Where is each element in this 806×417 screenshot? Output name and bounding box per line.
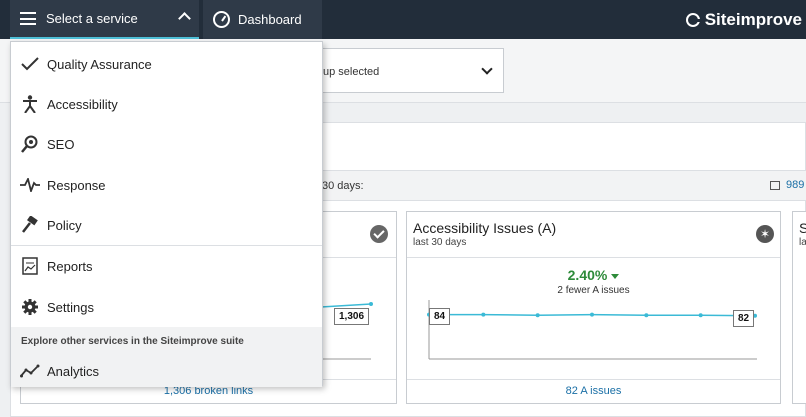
menu-item-policy[interactable]: Policy xyxy=(11,205,322,245)
end-value-label: 82 xyxy=(733,310,755,327)
broken-links-value-label: 1,306 xyxy=(334,308,370,325)
triangle-down-icon xyxy=(611,273,620,279)
checkmark-circle-icon xyxy=(370,225,388,243)
menu-item-label: Quality Assurance xyxy=(47,56,152,72)
summary-count-value: 989 xyxy=(786,179,805,191)
chart-point xyxy=(369,302,373,306)
menu-item-label: Analytics xyxy=(47,363,100,379)
card-subtitle: last 30 days xyxy=(413,237,467,248)
menu-item-label: Settings xyxy=(47,299,94,315)
chart-point xyxy=(644,313,649,318)
chart-series-line xyxy=(320,303,372,308)
third-card-title: S xyxy=(799,220,806,236)
service-menu: Quality Assurance Accessibility SEO Resp… xyxy=(10,41,323,387)
accessibility-icon: ✶ xyxy=(756,225,774,243)
menu-item-analytics[interactable]: Analytics xyxy=(11,351,322,391)
third-card[interactable]: S la xyxy=(792,211,806,404)
gear-icon xyxy=(19,298,41,316)
menu-item-settings[interactable]: Settings xyxy=(11,287,322,327)
chart-point xyxy=(535,313,540,318)
seo-icon xyxy=(19,135,41,153)
hamburger-icon xyxy=(20,12,36,25)
explore-section: Explore other services in the Siteimprov… xyxy=(11,327,322,387)
logo-text: Siteimprove xyxy=(704,10,802,29)
third-card-subtitle: la xyxy=(799,237,806,248)
external-link-icon xyxy=(770,180,780,190)
checkmark-icon xyxy=(19,57,41,71)
chevron-down-icon xyxy=(481,63,493,75)
group-select-value: up selected xyxy=(323,66,380,78)
menu-item-label: Accessibility xyxy=(47,96,118,112)
select-service-button[interactable]: Select a service xyxy=(10,0,199,39)
gavel-icon xyxy=(19,216,41,234)
reports-icon xyxy=(19,257,41,275)
analytics-icon xyxy=(19,364,41,378)
menu-item-label: Reports xyxy=(47,258,93,274)
top-navigation-bar: Select a service Dashboard Siteimprove xyxy=(0,0,806,39)
menu-item-seo[interactable]: SEO xyxy=(11,124,322,164)
menu-item-reports[interactable]: Reports xyxy=(11,246,322,286)
select-service-label: Select a service xyxy=(46,11,138,26)
change-percentage: 2.40% xyxy=(407,267,780,283)
dashboard-gauge-icon xyxy=(213,11,230,28)
accessibility-issues-card[interactable]: Accessibility Issues (A) last 30 days ✶ … xyxy=(406,211,781,404)
accessibility-icon xyxy=(19,95,41,113)
change-value: 2.40% xyxy=(567,267,608,283)
menu-item-quality-assurance[interactable]: Quality Assurance xyxy=(11,44,322,84)
group-select-dropdown[interactable]: up selected xyxy=(300,48,504,93)
dashboard-label: Dashboard xyxy=(238,12,302,27)
chart-point xyxy=(590,312,594,317)
menu-item-label: SEO xyxy=(47,136,75,152)
chart-point xyxy=(698,313,703,318)
menu-item-accessibility[interactable]: Accessibility xyxy=(11,84,322,124)
menu-item-label: Policy xyxy=(47,217,82,233)
chevron-up-icon xyxy=(178,12,191,25)
accessibility-trend-chart xyxy=(427,300,757,360)
explore-heading: Explore other services in the Siteimprov… xyxy=(21,336,244,347)
start-value-label: 84 xyxy=(429,308,451,325)
siteimprove-logo-icon xyxy=(685,13,700,27)
a-issues-link[interactable]: 82 A issues xyxy=(407,379,780,403)
chart-point xyxy=(481,312,486,317)
dashboard-button[interactable]: Dashboard xyxy=(203,0,322,39)
menu-item-response[interactable]: Response xyxy=(11,165,322,205)
pulse-icon xyxy=(19,178,41,192)
period-text: 30 days: xyxy=(322,180,364,192)
menu-item-label: Response xyxy=(47,177,106,193)
change-description: 2 fewer A issues xyxy=(557,285,630,296)
card-divider xyxy=(407,257,780,258)
broken-links-chart xyxy=(320,302,373,360)
siteimprove-logo[interactable]: Siteimprove xyxy=(685,10,802,30)
card-title: Accessibility Issues (A) xyxy=(413,220,557,236)
menu-divider xyxy=(11,245,322,246)
summary-count-link[interactable]: 989 xyxy=(770,179,804,191)
